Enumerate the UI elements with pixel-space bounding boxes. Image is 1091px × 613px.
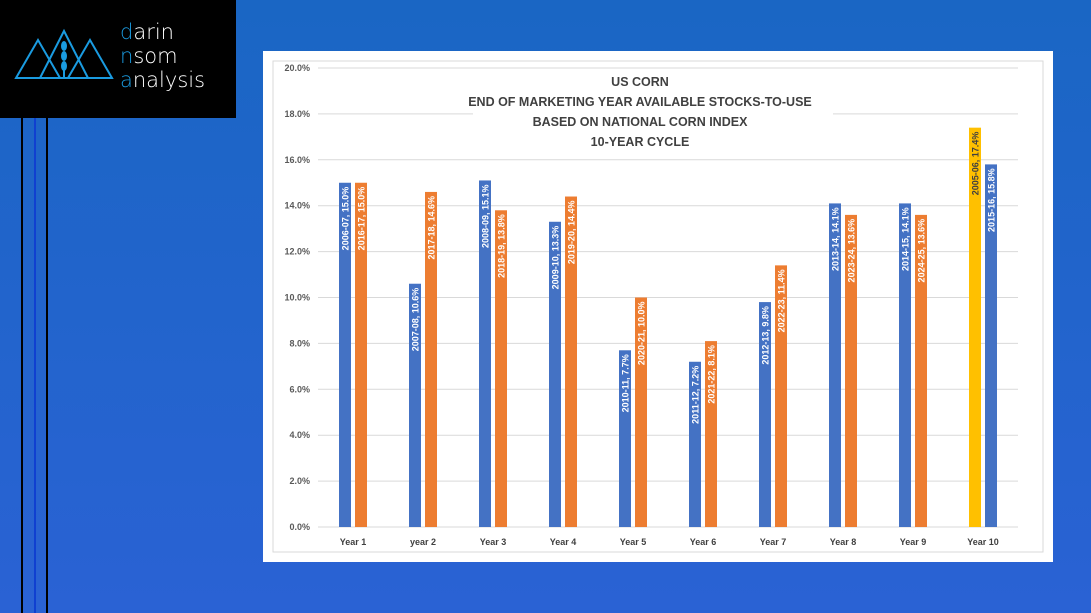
chart-title-line: BASED ON NATIONAL CORN INDEX — [533, 115, 748, 129]
title-background — [473, 73, 833, 153]
bar-data-label: 2023-24, 13.6% — [847, 219, 857, 283]
bar — [969, 127, 981, 528]
bar-data-label: 2010-11, 7.7% — [621, 354, 631, 412]
y-tick-label: 16.0% — [284, 155, 310, 165]
chart-svg: 0.0% 2.0% 4.0% 6.0% 8.0% 10.0% 12.0% 14.0% 16.0%… — [272, 60, 1044, 553]
x-category-label: Year 9 — [900, 537, 927, 547]
chart-title-line: US CORN — [611, 75, 669, 89]
bar — [565, 196, 577, 527]
bar — [915, 214, 927, 527]
y-tick-label: 20.0% — [284, 63, 310, 73]
y-tick-label: 6.0% — [289, 384, 310, 394]
logo-word: som — [133, 44, 178, 68]
bar-data-label: 2012-13, 9.8% — [761, 306, 771, 365]
bar-data-label: 2017-18, 14.6% — [427, 196, 437, 260]
bar-data-label: 2018-19, 13.8% — [497, 214, 507, 278]
bar — [635, 297, 647, 527]
x-category-label: Year 10 — [967, 537, 999, 547]
bar — [425, 191, 437, 527]
y-tick-label: 10.0% — [284, 293, 310, 303]
bar — [845, 214, 857, 527]
y-tick-label: 2.0% — [289, 476, 310, 486]
x-category-label: Year 7 — [760, 537, 787, 547]
bar-data-label: 2009-10, 13.3% — [551, 226, 561, 290]
bar — [689, 361, 701, 527]
bar — [829, 203, 841, 527]
chart-title-line: 10-YEAR CYCLE — [591, 135, 690, 149]
stocks-to-use-chart: 0.0% 2.0% 4.0% 6.0% 8.0% 10.0% 12.0% 14.0% 16.0%… — [263, 51, 1053, 562]
y-tick-label: 8.0% — [289, 338, 310, 348]
bar-data-label: 2014-15, 14.1% — [901, 207, 911, 271]
mountain-wheat-icon — [14, 28, 114, 79]
logo-letter: d — [120, 20, 134, 44]
logo-letter: n — [120, 44, 134, 68]
x-category-label: Year 1 — [340, 537, 367, 547]
y-tick-label: 18.0% — [284, 109, 310, 119]
bar — [985, 164, 997, 527]
x-category-label: year 2 — [410, 537, 436, 547]
bar — [619, 350, 631, 527]
darin-newsom-logo: darin nsom analysis — [0, 0, 236, 118]
bar-data-label: 2006-07, 15.0% — [341, 187, 351, 251]
bar — [775, 265, 787, 527]
logo-word: arin — [133, 20, 174, 44]
bar-data-label: 2019-20, 14.4% — [567, 201, 577, 265]
x-category-label: Year 3 — [480, 537, 507, 547]
bar — [479, 180, 491, 527]
bar-data-label: 2011-12, 7.2% — [691, 366, 701, 424]
bar — [409, 283, 421, 527]
bar-data-label: 2022-23, 11.4% — [777, 269, 787, 332]
x-category-label: Year 4 — [550, 537, 577, 547]
bar — [355, 182, 367, 527]
bar-data-label: 2007-08, 10.6% — [411, 288, 421, 352]
bar-data-label: 2016-17, 15.0% — [357, 187, 367, 251]
logo-word: nalysis — [132, 68, 206, 92]
bar-data-label: 2020-21, 10.0% — [637, 302, 647, 366]
y-tick-label: 4.0% — [289, 430, 310, 440]
bar-data-label: 2008-09, 15.1% — [481, 184, 491, 248]
decor-line — [46, 118, 48, 613]
bar — [899, 203, 911, 527]
bar-data-label: 2005-06, 17.4% — [971, 132, 981, 196]
bar-data-label: 2021-22, 8.1% — [707, 345, 717, 404]
y-tick-label: 12.0% — [284, 247, 310, 257]
bar — [495, 210, 507, 528]
bar-data-label: 2024-25, 13.6% — [917, 219, 927, 283]
decor-line — [34, 118, 36, 613]
x-category-label: Year 6 — [690, 537, 717, 547]
y-tick-label: 0.0% — [289, 522, 310, 532]
decor-line — [21, 118, 23, 613]
logo-letter: a — [120, 68, 133, 92]
bar-data-label: 2015-16, 15.8% — [987, 168, 997, 232]
bar — [339, 182, 351, 527]
chart-title-line: END OF MARKETING YEAR AVAILABLE STOCKS-T… — [468, 95, 812, 109]
logo-text: darin nsom analysis — [120, 20, 205, 92]
x-category-label: Year 8 — [830, 537, 857, 547]
x-category-label: Year 5 — [620, 537, 647, 547]
bar — [705, 341, 717, 527]
bar — [549, 221, 561, 527]
bar — [759, 302, 771, 527]
bar-data-label: 2013-14, 14.1% — [831, 207, 841, 271]
y-tick-label: 14.0% — [284, 201, 310, 211]
plot-border — [272, 60, 1044, 553]
